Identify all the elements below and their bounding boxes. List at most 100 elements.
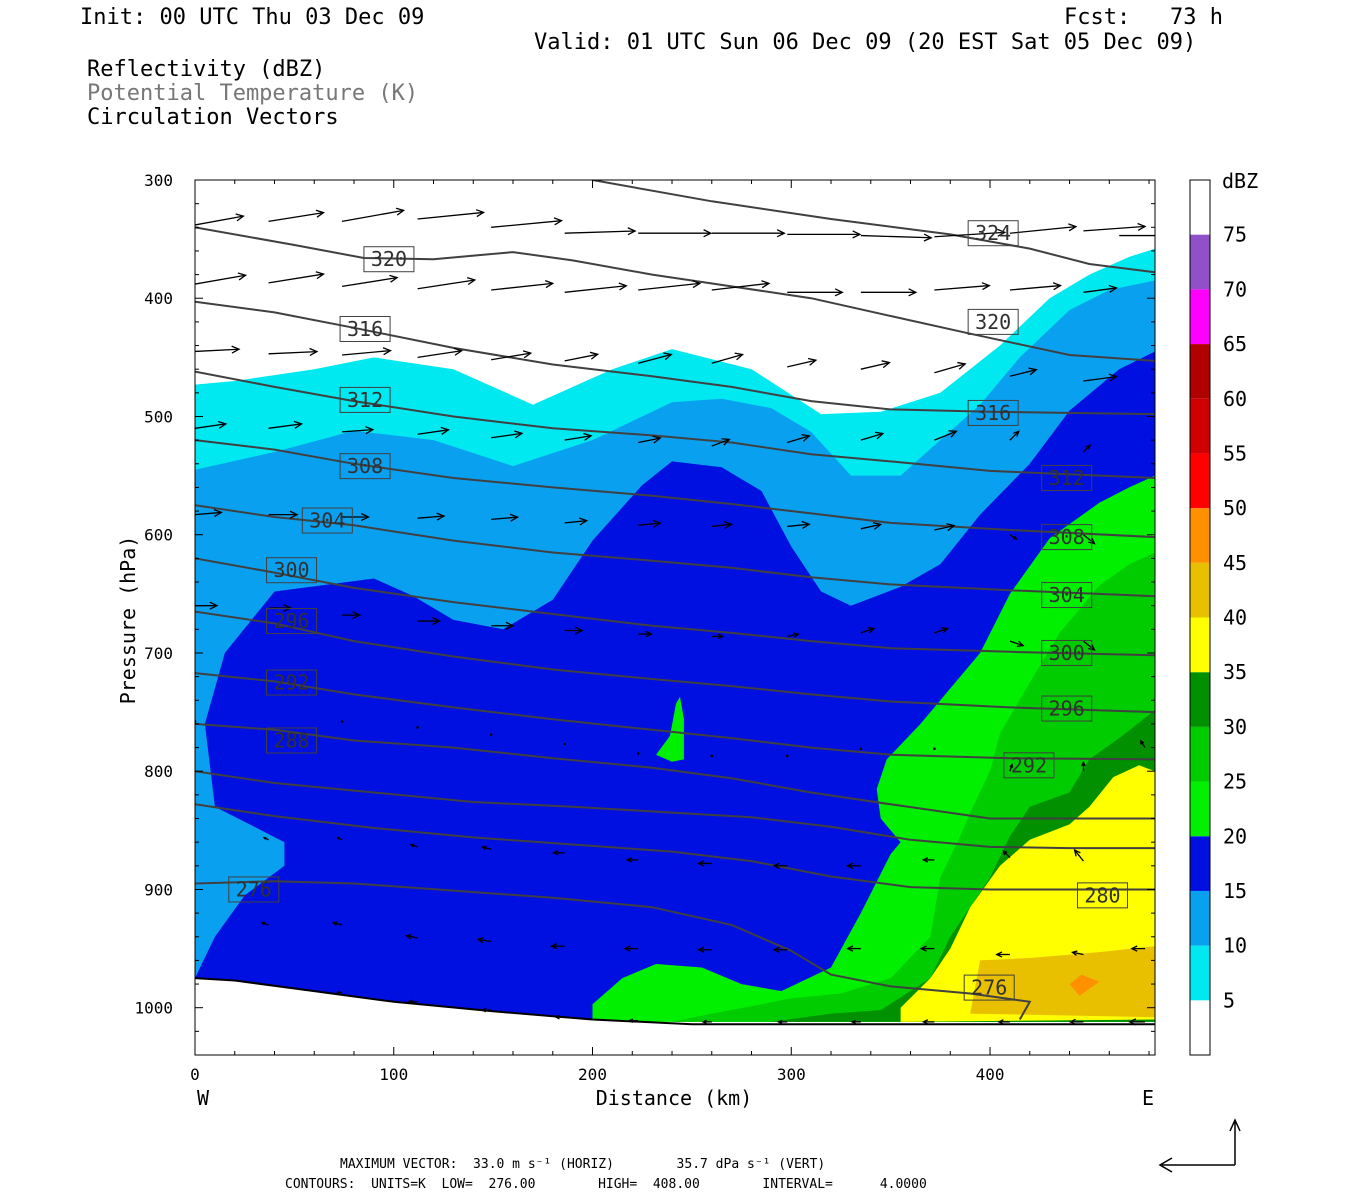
svg-text:300: 300 [1049, 641, 1085, 665]
circulation-vector [342, 426, 375, 435]
contour-label: 316 [967, 399, 1019, 426]
svg-text:292: 292 [273, 671, 309, 695]
theta-contour-316k [195, 300, 1155, 416]
theta-contour-324k [592, 180, 1155, 274]
contour-label: 312 [1041, 464, 1093, 491]
circulation-vector [268, 209, 326, 223]
circulation-vector [995, 951, 1010, 958]
contour-label: 308 [339, 453, 391, 480]
circulation-vector [341, 207, 406, 223]
circulation-vector [1083, 373, 1118, 382]
contour-label: 304 [301, 507, 353, 534]
circulation-vector [195, 213, 245, 226]
circulation-vector [697, 860, 712, 867]
contour-label: 300 [266, 557, 318, 584]
circulation-vector [407, 999, 418, 1005]
circulation-vector [342, 512, 370, 522]
x-tick-label: 400 [976, 1065, 1005, 1084]
circulation-vector [933, 747, 936, 751]
circulation-vector [1083, 534, 1096, 545]
theta-contour-308k [195, 439, 1155, 539]
init-time: Init: 00 UTC Thu 03 Dec 09 [80, 5, 425, 30]
colorbar-swatch-70 [1190, 289, 1210, 345]
circulation-vector [1009, 367, 1038, 377]
colorbar-swatch-60 [1190, 398, 1210, 454]
y-tick-label: 300 [144, 171, 173, 190]
circulation-vector [1009, 223, 1078, 234]
svg-text:292: 292 [1011, 753, 1047, 777]
colorbar-label: 10 [1223, 934, 1247, 958]
circulation-vector [711, 229, 786, 238]
circulation-vector [919, 945, 935, 952]
circulation-vector [341, 274, 399, 288]
circulation-vector [636, 752, 640, 755]
circulation-vector [785, 754, 789, 758]
circulation-vector [638, 352, 673, 364]
y-tick-label: 900 [144, 880, 173, 899]
contour-label: 292 [1003, 752, 1055, 779]
forecast-hour: Fcst: 73 h [1064, 5, 1223, 30]
circulation-vector [331, 921, 343, 926]
circulation-vector [860, 288, 918, 297]
colorbar-swatch-45 [1190, 562, 1210, 618]
svg-text:320: 320 [371, 247, 407, 271]
svg-text:296: 296 [273, 609, 309, 633]
colorbar-label: 65 [1223, 332, 1247, 356]
svg-text:320: 320 [975, 310, 1011, 334]
circulation-vector [195, 345, 241, 354]
theta-contour-288k [195, 722, 1155, 820]
circulation-vector [787, 632, 800, 638]
svg-text:280: 280 [1084, 883, 1120, 907]
circulation-vector [416, 726, 419, 729]
y-tick-label: 700 [144, 644, 173, 663]
circulation-vector [860, 521, 883, 530]
circulation-vector [860, 233, 933, 242]
terrain-mask [195, 978, 1155, 1055]
circulation-vector [563, 742, 566, 746]
colorbar-top-box [1190, 180, 1210, 235]
circulation-vector [491, 430, 524, 439]
field-title-vectors: Circulation Vectors [87, 105, 339, 130]
circulation-vector [860, 431, 885, 441]
colorbar-label: 20 [1223, 824, 1247, 848]
circulation-vector [1073, 848, 1084, 862]
theta-contour-304k [195, 504, 1155, 598]
x-tick-label: 300 [777, 1065, 806, 1084]
circulation-vector [268, 510, 299, 519]
circulation-vector [268, 347, 319, 356]
contour-label: 320 [363, 246, 415, 273]
circulation-vector [1009, 534, 1018, 540]
circulation-vector [711, 633, 725, 640]
contour-label: 300 [1041, 639, 1093, 666]
colorbar-swatch-10 [1190, 945, 1210, 1001]
circulation-vector [342, 347, 392, 356]
contour-label: 296 [266, 608, 318, 635]
colorbar-label: 70 [1223, 277, 1247, 301]
circulation-vector [336, 990, 343, 994]
circulation-vector [1009, 640, 1025, 647]
circulation-vector [1070, 950, 1084, 956]
theta-contour-300k [195, 557, 1155, 657]
colorbar-label: 60 [1223, 387, 1247, 411]
circulation-vector [1128, 1018, 1146, 1026]
theta-contour-284k [195, 770, 1155, 850]
circulation-vector [711, 438, 731, 447]
circulation-vector [777, 1019, 788, 1025]
circulation-vector [934, 228, 1007, 238]
y-tick-label: 800 [144, 762, 173, 781]
colorbar-label: 25 [1223, 770, 1247, 794]
contour-label: 296 [1041, 695, 1093, 722]
y-tick-label: 400 [144, 289, 173, 308]
circulation-vector [480, 845, 492, 851]
colorbar-label: 35 [1223, 660, 1247, 684]
contour-label: 292 [266, 669, 318, 696]
circulation-vector [627, 1018, 639, 1024]
circulation-vector [340, 720, 344, 723]
y-axis-label: Pressure (hPa) [116, 536, 140, 705]
circulation-vector [711, 352, 745, 364]
circulation-vector [564, 351, 600, 362]
x-tick-label: 100 [379, 1065, 408, 1084]
circulation-vector [638, 435, 662, 444]
circulation-vector [711, 520, 734, 530]
circulation-vector [1083, 284, 1118, 293]
